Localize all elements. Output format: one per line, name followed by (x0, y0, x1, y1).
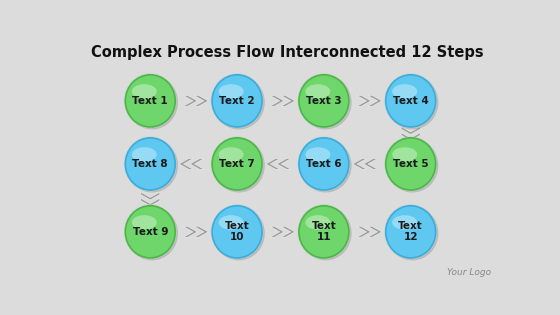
Ellipse shape (299, 75, 349, 127)
Polygon shape (194, 226, 208, 237)
Text: Text
12: Text 12 (398, 221, 423, 242)
Polygon shape (190, 158, 204, 169)
Polygon shape (141, 198, 160, 206)
Polygon shape (353, 158, 367, 169)
Polygon shape (281, 95, 295, 106)
Text: Text
11: Text 11 (311, 221, 336, 242)
Text: Text 9: Text 9 (133, 227, 168, 237)
Polygon shape (184, 226, 197, 237)
Ellipse shape (213, 138, 265, 192)
Ellipse shape (300, 75, 352, 129)
Text: Text
10: Text 10 (225, 221, 249, 242)
Polygon shape (363, 158, 377, 169)
Ellipse shape (212, 138, 262, 190)
Ellipse shape (125, 138, 175, 190)
Ellipse shape (386, 206, 438, 261)
Ellipse shape (300, 138, 352, 192)
Text: Text 2: Text 2 (220, 96, 255, 106)
Polygon shape (141, 192, 160, 200)
Ellipse shape (126, 206, 178, 261)
Ellipse shape (212, 206, 262, 258)
Ellipse shape (384, 73, 437, 129)
Ellipse shape (392, 215, 417, 230)
Polygon shape (194, 95, 208, 106)
Ellipse shape (124, 136, 177, 192)
Polygon shape (357, 95, 371, 106)
Ellipse shape (386, 75, 438, 129)
Ellipse shape (305, 215, 330, 230)
Polygon shape (179, 158, 193, 169)
Ellipse shape (305, 84, 330, 99)
Ellipse shape (305, 147, 330, 162)
Text: Text 4: Text 4 (393, 96, 428, 106)
Ellipse shape (392, 84, 417, 99)
Ellipse shape (297, 73, 351, 129)
Ellipse shape (125, 75, 175, 127)
Ellipse shape (384, 136, 437, 192)
Ellipse shape (299, 206, 349, 258)
Polygon shape (277, 158, 291, 169)
Polygon shape (401, 127, 420, 135)
Ellipse shape (211, 204, 264, 260)
Ellipse shape (211, 136, 264, 192)
Text: Text 1: Text 1 (133, 96, 168, 106)
Text: Complex Process Flow Interconnected 12 Steps: Complex Process Flow Interconnected 12 S… (91, 45, 483, 60)
Ellipse shape (299, 138, 349, 190)
Ellipse shape (212, 75, 262, 127)
Ellipse shape (126, 138, 178, 192)
Ellipse shape (124, 204, 177, 260)
Ellipse shape (211, 73, 264, 129)
Polygon shape (184, 95, 197, 106)
Polygon shape (401, 133, 420, 140)
Ellipse shape (213, 75, 265, 129)
Polygon shape (368, 226, 382, 237)
Ellipse shape (386, 138, 438, 192)
Polygon shape (368, 95, 382, 106)
Text: Text 6: Text 6 (306, 159, 342, 169)
Ellipse shape (386, 75, 436, 127)
Ellipse shape (297, 136, 351, 192)
Ellipse shape (384, 204, 437, 260)
Ellipse shape (218, 147, 244, 162)
Text: Your Logo: Your Logo (447, 268, 491, 277)
Polygon shape (270, 95, 284, 106)
Polygon shape (266, 158, 280, 169)
Ellipse shape (125, 206, 175, 258)
Ellipse shape (386, 138, 436, 190)
Ellipse shape (300, 206, 352, 261)
Ellipse shape (132, 84, 157, 99)
Text: Text 3: Text 3 (306, 96, 342, 106)
Ellipse shape (126, 75, 178, 129)
Ellipse shape (132, 215, 157, 230)
Ellipse shape (386, 206, 436, 258)
Ellipse shape (218, 84, 244, 99)
Ellipse shape (392, 147, 417, 162)
Ellipse shape (213, 206, 265, 261)
Ellipse shape (124, 73, 177, 129)
Ellipse shape (297, 204, 351, 260)
Text: Text 5: Text 5 (393, 159, 428, 169)
Polygon shape (281, 226, 295, 237)
Polygon shape (270, 226, 284, 237)
Polygon shape (357, 226, 371, 237)
Text: Text 7: Text 7 (219, 159, 255, 169)
Ellipse shape (132, 147, 157, 162)
Text: Text 8: Text 8 (133, 159, 168, 169)
Ellipse shape (218, 215, 244, 230)
